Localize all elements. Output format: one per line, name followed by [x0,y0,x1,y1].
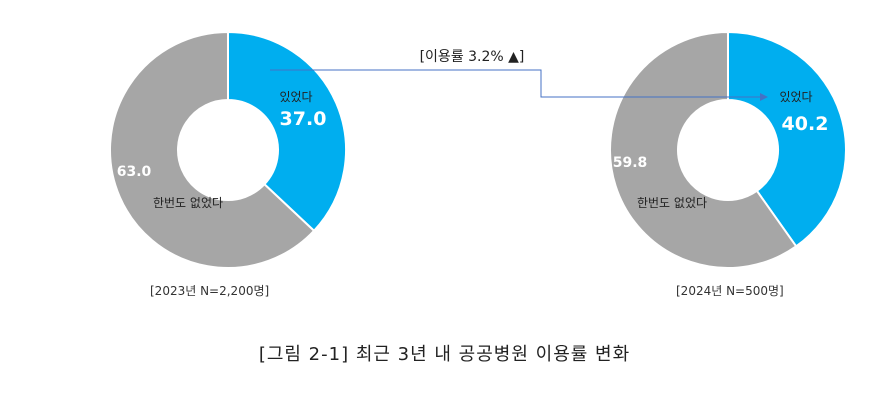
category-label-never: 한번도 없었다 [153,196,223,210]
value-label-never: 63.0 [117,164,152,180]
value-label-never: 59.8 [613,155,648,171]
figure-caption: [그림 2-1] 최근 3년 내 공공병원 이용률 변화 [258,344,631,365]
usage-rate-change-label: [이용률 3.2% ▲] [398,46,546,66]
category-label-yes: 있었다 [279,90,312,104]
sample-note-2024: [2024년 N=500명] [676,284,784,298]
value-label-yes: 40.2 [782,113,829,135]
value-label-yes: 37.0 [280,108,327,130]
sample-note-2023: [2023년 N=2,200명] [150,284,270,298]
donut-slice-never [109,30,316,269]
category-label-yes: 있었다 [779,90,812,104]
category-label-never: 한번도 없었다 [637,196,707,210]
